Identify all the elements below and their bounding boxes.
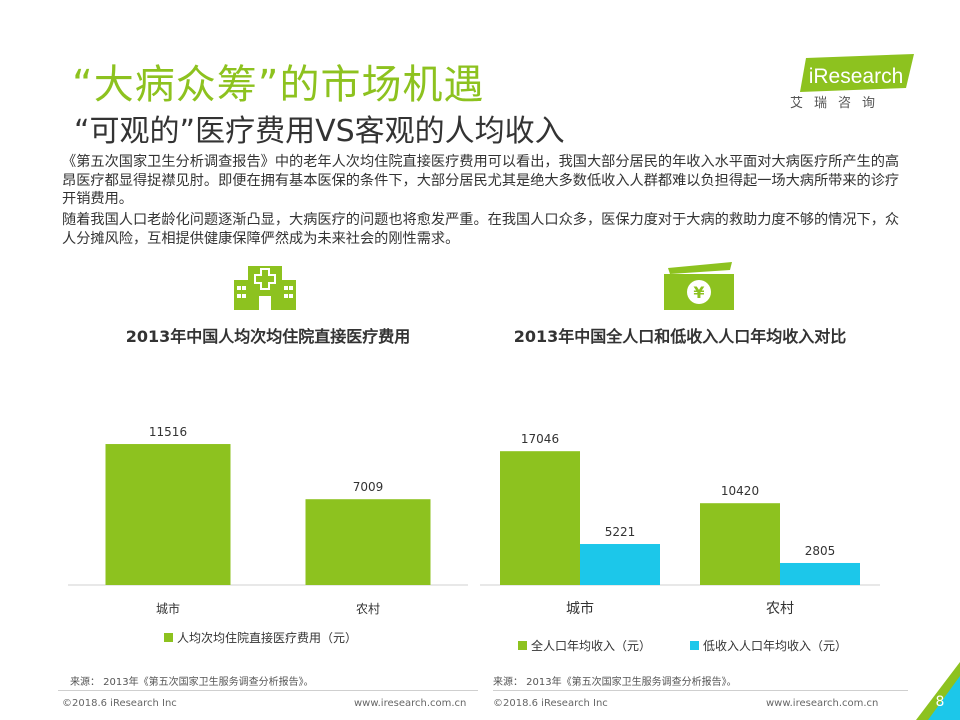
bar-0-0 (105, 444, 231, 585)
footer-divider-right (493, 690, 908, 691)
category-label-0: 城市 (566, 600, 594, 617)
bar-0-1 (305, 499, 431, 585)
legend-swatch-0 (518, 641, 527, 650)
bar-1-0 (580, 544, 660, 585)
logo-chinese-text: 艾瑞咨询 (790, 96, 887, 111)
category-label-1: 农村 (356, 602, 380, 616)
money-yen-icon: ¥ (664, 262, 734, 310)
footer-divider-left (58, 690, 478, 691)
intro-paragraph-2: 随着我国人口老龄化问题逐渐凸显，大病医疗的问题也将愈发严重。在我国人口众多，医保… (62, 212, 900, 247)
page-subtitle: “可观的”医疗费用VS客观的人均收入 (74, 114, 565, 149)
logo-brand-text: iResearch (809, 65, 904, 88)
legend-label-1: 低收入人口年均收入（元） (703, 639, 847, 653)
bar-1-1 (780, 562, 860, 585)
data-label-1-1: 2805 (805, 544, 836, 558)
footer-copyright-right: ©2018.6 iResearch Inc (493, 698, 608, 709)
page-number: 8 (935, 694, 945, 710)
footer-url-left[interactable]: www.iresearch.com.cn (354, 698, 467, 709)
source-note-left: 来源： 2013年《第五次国家卫生服务调查分析报告》。 (70, 677, 314, 688)
category-label-1: 农村 (766, 601, 794, 617)
page-title: “大病众筹”的市场机遇 (72, 62, 485, 108)
page-corner-decoration (916, 662, 960, 720)
legend-label-0: 全人口年均收入（元） (531, 638, 651, 653)
chart-1-title: 2013年中国人均次均住院直接医疗费用 (125, 327, 411, 346)
legend-label-0: 人均次均住院直接医疗费用（元） (177, 630, 357, 645)
data-label-0-1: 10420 (721, 484, 759, 498)
hospital-icon (234, 266, 296, 310)
legend-swatch-1 (690, 641, 699, 650)
iresearch-logo: iResearch (800, 54, 914, 92)
data-label-0-0: 11516 (149, 425, 187, 439)
footer-url-right[interactable]: www.iresearch.com.cn (766, 698, 879, 709)
footer-copyright-left: ©2018.6 iResearch Inc (62, 698, 177, 709)
bar-0-0 (500, 451, 580, 585)
data-label-0-0: 17046 (521, 432, 559, 446)
bar-0-1 (700, 503, 780, 585)
chart-2-title: 2013年中国全人口和低收入人口年均收入对比 (513, 327, 847, 346)
source-note-right: 来源： 2013年《第五次国家卫生服务调查分析报告》。 (493, 677, 737, 688)
data-label-1-0: 5221 (605, 525, 636, 539)
svg-text:¥: ¥ (693, 283, 704, 302)
legend-swatch-0 (164, 633, 173, 642)
category-label-0: 城市 (156, 601, 180, 616)
data-label-0-1: 7009 (353, 480, 384, 494)
intro-paragraph-1: 《第五次国家卫生分析调查报告》中的老年人次均住院直接医疗费用可以看出，我国大部分… (62, 154, 900, 207)
